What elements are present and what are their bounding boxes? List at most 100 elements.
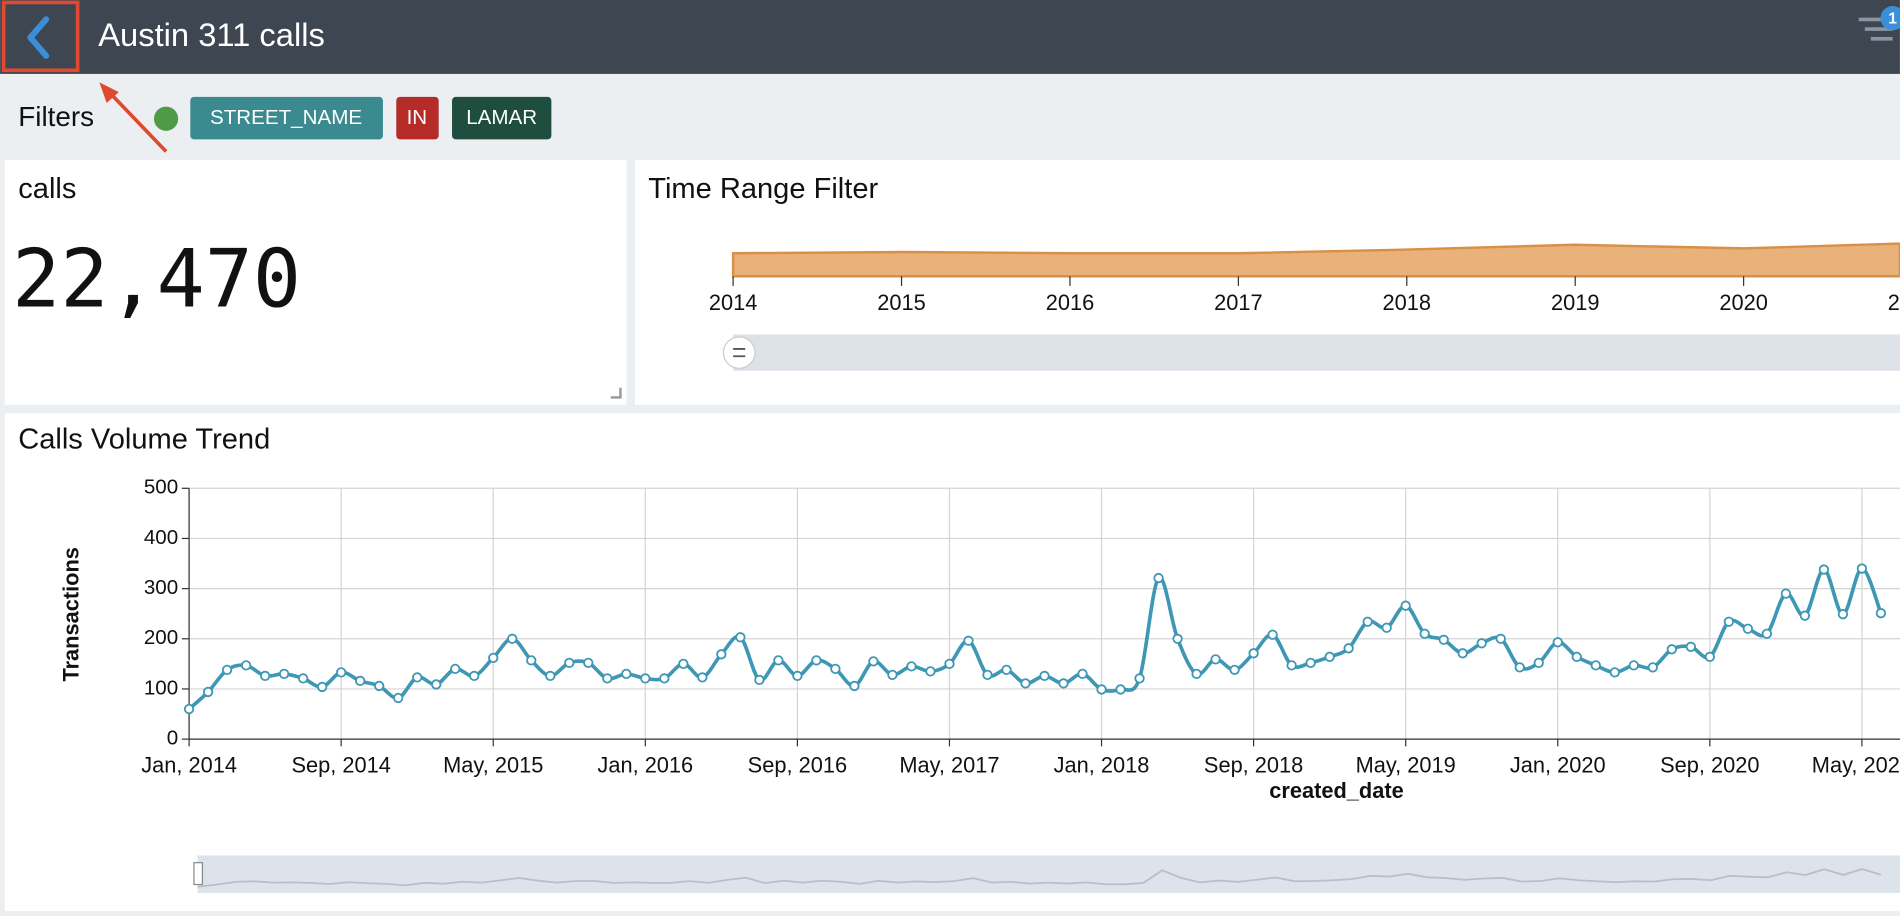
chip-bg [190,96,383,140]
data-point [1058,678,1069,689]
x-tick-label: Jan, 2020 [1510,753,1606,778]
time-range-axis: 2014 2015 2016 2017 2018 2019 2020 2021 [709,276,1900,315]
brush-sparkline [197,868,1882,888]
data-point [602,673,613,684]
dashboard-title: Austin 311 calls [98,16,325,53]
chip-label: IN [407,106,428,129]
data-point [849,680,860,692]
data-point [278,668,290,680]
chip-label: LAMAR [466,106,537,129]
chart-title: Calls Volume Trend [18,424,270,456]
badge-count: 1 [1888,11,1897,28]
filter-chip[interactable]: IN [396,96,439,140]
data-point [1590,660,1601,671]
data-point [1723,616,1734,627]
tick-label: 2015 [877,290,926,315]
chip-bg [452,96,552,140]
data-point [1514,662,1525,673]
data-point [982,669,993,681]
filter-menu[interactable]: 1 [1858,6,1900,41]
data-point [183,703,195,715]
data-point [754,674,765,686]
header-bar [0,0,1900,74]
data-point [1096,684,1107,695]
data-point [735,632,746,643]
data-point [450,663,461,675]
kpi-value: 22,470 [12,233,301,326]
data-point [336,667,347,678]
data-point [1324,651,1335,662]
y-tick-label: 300 [144,576,178,599]
x-tick-label: Sep, 2014 [291,753,390,778]
y-tick-label: 400 [144,526,178,549]
filter-chip[interactable]: LAMAR [452,96,552,140]
data-point [1343,643,1354,654]
data-point [412,672,423,683]
data-point [1305,657,1316,669]
data-point [697,672,708,683]
data-point [1780,588,1792,599]
data-point [355,675,366,687]
data-point [868,656,879,667]
data-point [1552,637,1563,648]
x-tick-label: Jan, 2016 [597,753,693,778]
data-point [925,666,936,677]
data-point [1419,628,1430,639]
chip-label: STREET_NAME [210,106,362,129]
data-point [1438,634,1449,645]
x-tick-label: May, 2015 [443,753,543,778]
y-tick-label: 100 [144,676,178,699]
data-point [1837,609,1849,620]
data-point [317,681,328,693]
data-point [1267,629,1278,640]
kpi-title: calls [18,173,76,205]
data-point [1875,608,1887,619]
data-point [906,661,917,672]
data-point [1039,670,1050,682]
tick-label: 2019 [1551,290,1600,315]
data-point [944,658,955,670]
data-point [1685,641,1696,652]
x-tick-label: May, 2019 [1356,753,1456,778]
tick-label: 2014 [709,290,758,315]
data-point [240,660,252,671]
data-point [1818,564,1830,575]
back-button[interactable] [1,0,80,73]
chip-bg [396,96,439,140]
time-range-slider[interactable] [733,334,1900,371]
range-brush[interactable] [197,855,1900,893]
tick-label: 2018 [1383,290,1432,315]
data-point [716,649,727,660]
data-point [1400,600,1411,611]
time-range-title: Time Range Filter [648,173,878,205]
x-tick-label: May, 2021 [1812,753,1900,778]
brush-handle[interactable] [193,862,204,886]
data-point [202,686,214,698]
x-tick-label: Jan, 2014 [141,753,237,778]
data-point [469,670,480,682]
data-point [1191,668,1202,680]
data-point [963,635,974,646]
data-point [1153,572,1164,584]
data-point [1476,638,1487,649]
tick-label: 2016 [1046,290,1095,315]
x-tick-label: May, 2017 [899,753,999,778]
data-point [507,633,518,644]
data-point [431,679,442,690]
data-point [374,680,385,692]
data-point [1020,678,1031,689]
data-point [1647,662,1658,673]
annotation-arrow [107,90,168,153]
data-point [1666,644,1677,655]
slider-handle[interactable] [722,336,756,369]
filter-chip[interactable]: STREET_NAME [190,96,383,140]
data-point [1856,563,1868,574]
data-point [1077,668,1088,680]
data-point [393,692,404,704]
annotation-arrowhead [99,82,119,103]
data-point [773,655,784,666]
data-point [811,655,822,666]
resize-handle[interactable] [610,387,622,399]
